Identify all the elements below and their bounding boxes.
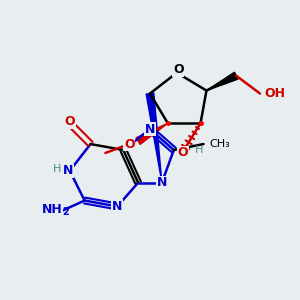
Text: O: O (64, 115, 75, 128)
Text: O: O (124, 138, 134, 151)
Text: NH: NH (41, 203, 62, 216)
Text: N: N (63, 164, 74, 177)
Text: CH₃: CH₃ (209, 139, 230, 149)
Text: O: O (177, 146, 188, 160)
Text: OH: OH (264, 87, 285, 100)
Text: N: N (112, 200, 122, 213)
Text: N: N (145, 123, 155, 136)
Text: H: H (53, 164, 61, 174)
Text: N: N (157, 176, 167, 189)
Polygon shape (136, 123, 168, 144)
Text: 2: 2 (62, 207, 69, 218)
Polygon shape (206, 72, 238, 91)
Text: H: H (195, 145, 203, 155)
Text: O: O (173, 63, 184, 76)
Polygon shape (146, 93, 162, 183)
